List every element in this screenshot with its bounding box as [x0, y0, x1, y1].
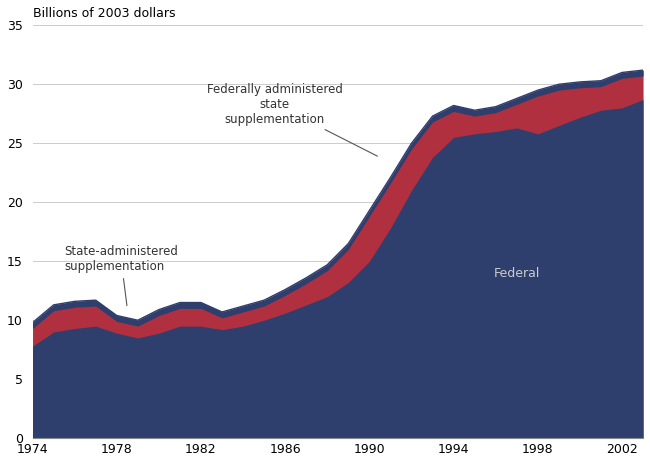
Text: Federal: Federal	[493, 267, 540, 280]
Text: Billions of 2003 dollars: Billions of 2003 dollars	[32, 7, 175, 20]
Text: Federally administered
state
supplementation: Federally administered state supplementa…	[207, 82, 378, 156]
Text: State-administered
supplementation: State-administered supplementation	[64, 245, 178, 306]
